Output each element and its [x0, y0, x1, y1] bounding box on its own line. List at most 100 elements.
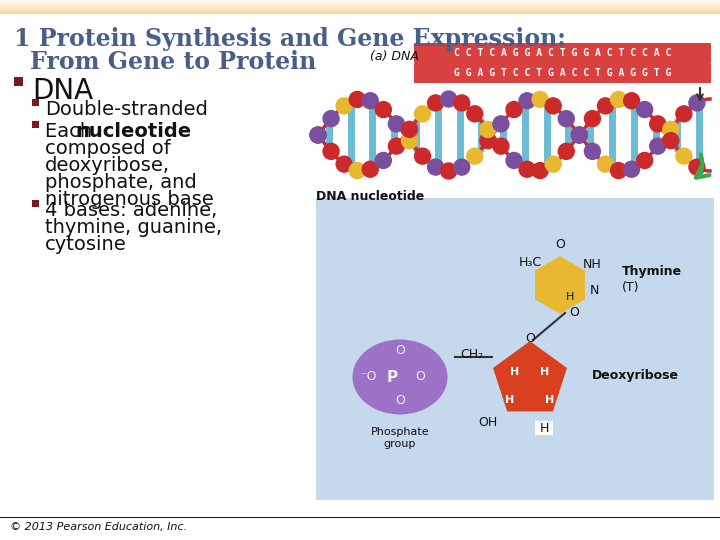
Text: H: H	[541, 367, 549, 377]
Text: From Gene to Protein: From Gene to Protein	[30, 50, 316, 74]
Circle shape	[585, 111, 600, 127]
Text: Double-stranded: Double-stranded	[45, 100, 208, 119]
Circle shape	[480, 133, 496, 149]
Circle shape	[388, 116, 405, 132]
Bar	[0, 4, 720, 5]
Circle shape	[375, 102, 392, 118]
Text: © 2013 Pearson Education, Inc.: © 2013 Pearson Education, Inc.	[10, 522, 187, 532]
Text: group: group	[384, 439, 416, 449]
Circle shape	[362, 161, 378, 177]
Circle shape	[349, 91, 365, 107]
Text: (a) DNA: (a) DNA	[370, 50, 419, 63]
Bar	[0, 13, 720, 14]
Circle shape	[519, 161, 535, 177]
Text: 1 Protein Synthesis and Gene Expression:: 1 Protein Synthesis and Gene Expression:	[14, 27, 566, 51]
Text: O: O	[395, 345, 405, 357]
Bar	[32, 200, 39, 207]
Bar	[32, 121, 39, 128]
Circle shape	[402, 122, 418, 137]
Text: Deoxyribose: Deoxyribose	[592, 368, 679, 381]
Text: CH₂: CH₂	[460, 348, 483, 361]
Text: H₃C: H₃C	[518, 256, 541, 269]
Circle shape	[663, 133, 679, 149]
Text: Thymine: Thymine	[622, 265, 682, 278]
Circle shape	[388, 138, 405, 154]
Bar	[0, 1, 720, 2]
Bar	[0, 7, 720, 8]
Circle shape	[545, 156, 561, 172]
Circle shape	[611, 163, 626, 179]
Bar	[535, 421, 553, 435]
Bar	[0, 10, 720, 11]
Circle shape	[532, 163, 548, 179]
Text: (T): (T)	[622, 280, 639, 294]
Circle shape	[375, 152, 392, 168]
Text: cytosine: cytosine	[45, 235, 127, 254]
Text: deoxyribose,: deoxyribose,	[45, 156, 170, 175]
Bar	[316, 198, 714, 500]
Circle shape	[636, 102, 652, 118]
Bar	[0, 0, 720, 1]
Circle shape	[506, 102, 522, 118]
Bar	[0, 11, 720, 12]
Text: C C T C A G G A C T G G A C T C C A C: C C T C A G G A C T G G A C T C C A C	[454, 48, 671, 58]
Circle shape	[676, 148, 692, 164]
Circle shape	[545, 98, 561, 114]
Text: G G A G T C C T G A C C T G A G G T G: G G A G T C C T G A C C T G A G G T G	[454, 68, 671, 78]
Circle shape	[558, 143, 575, 159]
Text: composed of: composed of	[45, 139, 171, 158]
Circle shape	[676, 106, 692, 122]
Polygon shape	[536, 257, 584, 313]
Text: H: H	[510, 367, 520, 377]
Circle shape	[441, 91, 456, 107]
Circle shape	[467, 106, 483, 122]
FancyBboxPatch shape	[414, 63, 711, 83]
Bar	[0, 5, 720, 6]
Circle shape	[598, 98, 613, 114]
Circle shape	[689, 159, 705, 175]
Bar	[14, 77, 23, 86]
Text: Phosphate: Phosphate	[371, 427, 429, 437]
Circle shape	[349, 163, 365, 179]
Circle shape	[454, 159, 469, 175]
Text: O: O	[415, 370, 425, 383]
Circle shape	[428, 95, 444, 111]
Text: N: N	[589, 284, 599, 296]
Circle shape	[310, 127, 326, 143]
Circle shape	[585, 143, 600, 159]
Bar	[0, 516, 720, 518]
Circle shape	[663, 122, 679, 137]
Circle shape	[467, 148, 483, 164]
Circle shape	[323, 111, 339, 127]
Bar	[0, 6, 720, 7]
Text: H: H	[545, 395, 554, 405]
Bar	[32, 99, 39, 106]
Text: O: O	[525, 332, 535, 345]
Circle shape	[454, 95, 469, 111]
Text: DNA nucleotide: DNA nucleotide	[316, 190, 424, 203]
Circle shape	[572, 127, 588, 143]
Text: O: O	[395, 395, 405, 408]
Circle shape	[336, 98, 352, 114]
Text: H: H	[566, 292, 574, 302]
Circle shape	[506, 152, 522, 168]
Circle shape	[336, 156, 352, 172]
Circle shape	[649, 116, 666, 132]
Circle shape	[649, 138, 666, 154]
Circle shape	[532, 91, 548, 107]
Text: P: P	[387, 369, 397, 384]
Text: ⁻O: ⁻O	[360, 370, 377, 383]
Circle shape	[415, 106, 431, 122]
Circle shape	[402, 133, 418, 149]
Circle shape	[519, 93, 535, 109]
Text: DNA: DNA	[32, 77, 93, 105]
Circle shape	[598, 156, 613, 172]
Circle shape	[493, 138, 509, 154]
Circle shape	[493, 116, 509, 132]
Circle shape	[636, 152, 652, 168]
Polygon shape	[494, 342, 566, 411]
Text: H: H	[539, 422, 549, 435]
Text: H: H	[505, 395, 515, 405]
Text: thymine, guanine,: thymine, guanine,	[45, 218, 222, 237]
Text: Each: Each	[45, 122, 99, 141]
